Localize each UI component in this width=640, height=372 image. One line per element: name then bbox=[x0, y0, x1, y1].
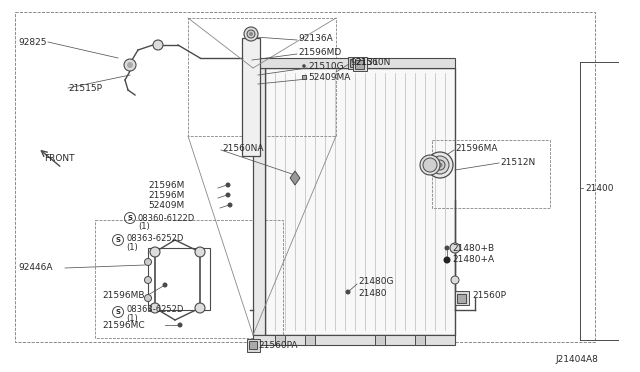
Circle shape bbox=[195, 303, 205, 313]
Bar bbox=[305, 335, 315, 345]
Circle shape bbox=[276, 336, 284, 344]
Text: 21400: 21400 bbox=[585, 183, 614, 192]
Polygon shape bbox=[290, 171, 300, 185]
Bar bbox=[275, 335, 285, 345]
Text: 21560P: 21560P bbox=[472, 291, 506, 299]
Bar bbox=[188, 18, 336, 136]
Text: 21515P: 21515P bbox=[68, 83, 102, 93]
Text: 21560N: 21560N bbox=[355, 58, 390, 67]
Circle shape bbox=[145, 276, 152, 283]
Circle shape bbox=[420, 155, 440, 175]
Bar bbox=[95, 220, 283, 338]
Text: 21480G: 21480G bbox=[358, 278, 394, 286]
Circle shape bbox=[249, 32, 253, 36]
Circle shape bbox=[444, 257, 451, 263]
Circle shape bbox=[451, 276, 459, 284]
Circle shape bbox=[427, 152, 453, 178]
Bar bbox=[355, 60, 365, 68]
Bar bbox=[265, 68, 455, 335]
Text: S: S bbox=[115, 237, 120, 243]
Text: 92446A: 92446A bbox=[18, 263, 52, 273]
Text: 21480: 21480 bbox=[358, 289, 387, 298]
Circle shape bbox=[431, 156, 449, 174]
Text: 92131: 92131 bbox=[350, 58, 379, 67]
Text: 21596MC: 21596MC bbox=[102, 321, 145, 330]
Bar bbox=[455, 291, 469, 305]
Bar bbox=[353, 57, 367, 71]
Text: 52409MA: 52409MA bbox=[308, 73, 350, 81]
Text: (1): (1) bbox=[126, 314, 138, 324]
Text: 21560NA: 21560NA bbox=[222, 144, 264, 153]
Text: J21404A8: J21404A8 bbox=[555, 356, 598, 365]
Circle shape bbox=[302, 64, 306, 68]
Bar bbox=[375, 335, 385, 345]
Circle shape bbox=[227, 202, 232, 208]
Text: 21480+A: 21480+A bbox=[452, 256, 494, 264]
Bar bbox=[350, 59, 358, 67]
Circle shape bbox=[438, 163, 442, 167]
Text: 21596MB: 21596MB bbox=[102, 291, 145, 299]
Circle shape bbox=[346, 289, 351, 295]
Text: 21596MA: 21596MA bbox=[455, 144, 497, 153]
Circle shape bbox=[145, 259, 152, 266]
Circle shape bbox=[153, 40, 163, 50]
Text: 08360-6122D: 08360-6122D bbox=[138, 214, 195, 222]
Circle shape bbox=[177, 323, 182, 327]
Circle shape bbox=[145, 295, 152, 301]
Circle shape bbox=[150, 247, 160, 257]
Text: 08363-6252D: 08363-6252D bbox=[126, 305, 184, 314]
Text: (1): (1) bbox=[138, 221, 150, 231]
Text: 52409M: 52409M bbox=[148, 201, 184, 209]
Text: 21596MD: 21596MD bbox=[298, 48, 341, 57]
Text: 21596M: 21596M bbox=[148, 190, 184, 199]
Circle shape bbox=[247, 30, 255, 38]
Text: 92825: 92825 bbox=[18, 38, 47, 46]
Bar bbox=[253, 68, 265, 335]
Circle shape bbox=[306, 336, 314, 344]
Circle shape bbox=[127, 62, 133, 68]
Text: FRONT: FRONT bbox=[44, 154, 74, 163]
Bar bbox=[15, 12, 595, 342]
Circle shape bbox=[195, 247, 205, 257]
Text: 21512N: 21512N bbox=[500, 157, 535, 167]
Circle shape bbox=[376, 336, 384, 344]
Text: 21510G: 21510G bbox=[308, 61, 344, 71]
Circle shape bbox=[150, 303, 160, 313]
Circle shape bbox=[423, 158, 437, 172]
Bar bbox=[415, 335, 425, 345]
Text: 21480+B: 21480+B bbox=[452, 244, 494, 253]
Bar bbox=[253, 335, 455, 345]
Circle shape bbox=[225, 192, 230, 198]
Bar bbox=[246, 339, 259, 352]
Text: 21596M: 21596M bbox=[148, 180, 184, 189]
Circle shape bbox=[244, 27, 258, 41]
Bar bbox=[242, 38, 260, 156]
Circle shape bbox=[124, 59, 136, 71]
Circle shape bbox=[225, 183, 230, 187]
Circle shape bbox=[416, 336, 424, 344]
Bar bbox=[348, 57, 360, 69]
Circle shape bbox=[450, 243, 460, 253]
Bar bbox=[148, 248, 210, 310]
Bar bbox=[302, 75, 306, 79]
Bar bbox=[249, 341, 257, 349]
Bar bbox=[458, 294, 467, 302]
Text: 08363-6252D: 08363-6252D bbox=[126, 234, 184, 243]
Circle shape bbox=[163, 282, 168, 288]
Text: S: S bbox=[115, 309, 120, 315]
Circle shape bbox=[435, 160, 445, 170]
Text: 21560PA: 21560PA bbox=[258, 340, 298, 350]
Text: 92136A: 92136A bbox=[298, 33, 333, 42]
Text: (1): (1) bbox=[126, 243, 138, 251]
Bar bbox=[432, 140, 550, 208]
Bar bbox=[253, 58, 455, 68]
Circle shape bbox=[445, 246, 449, 250]
Text: S: S bbox=[127, 215, 132, 221]
